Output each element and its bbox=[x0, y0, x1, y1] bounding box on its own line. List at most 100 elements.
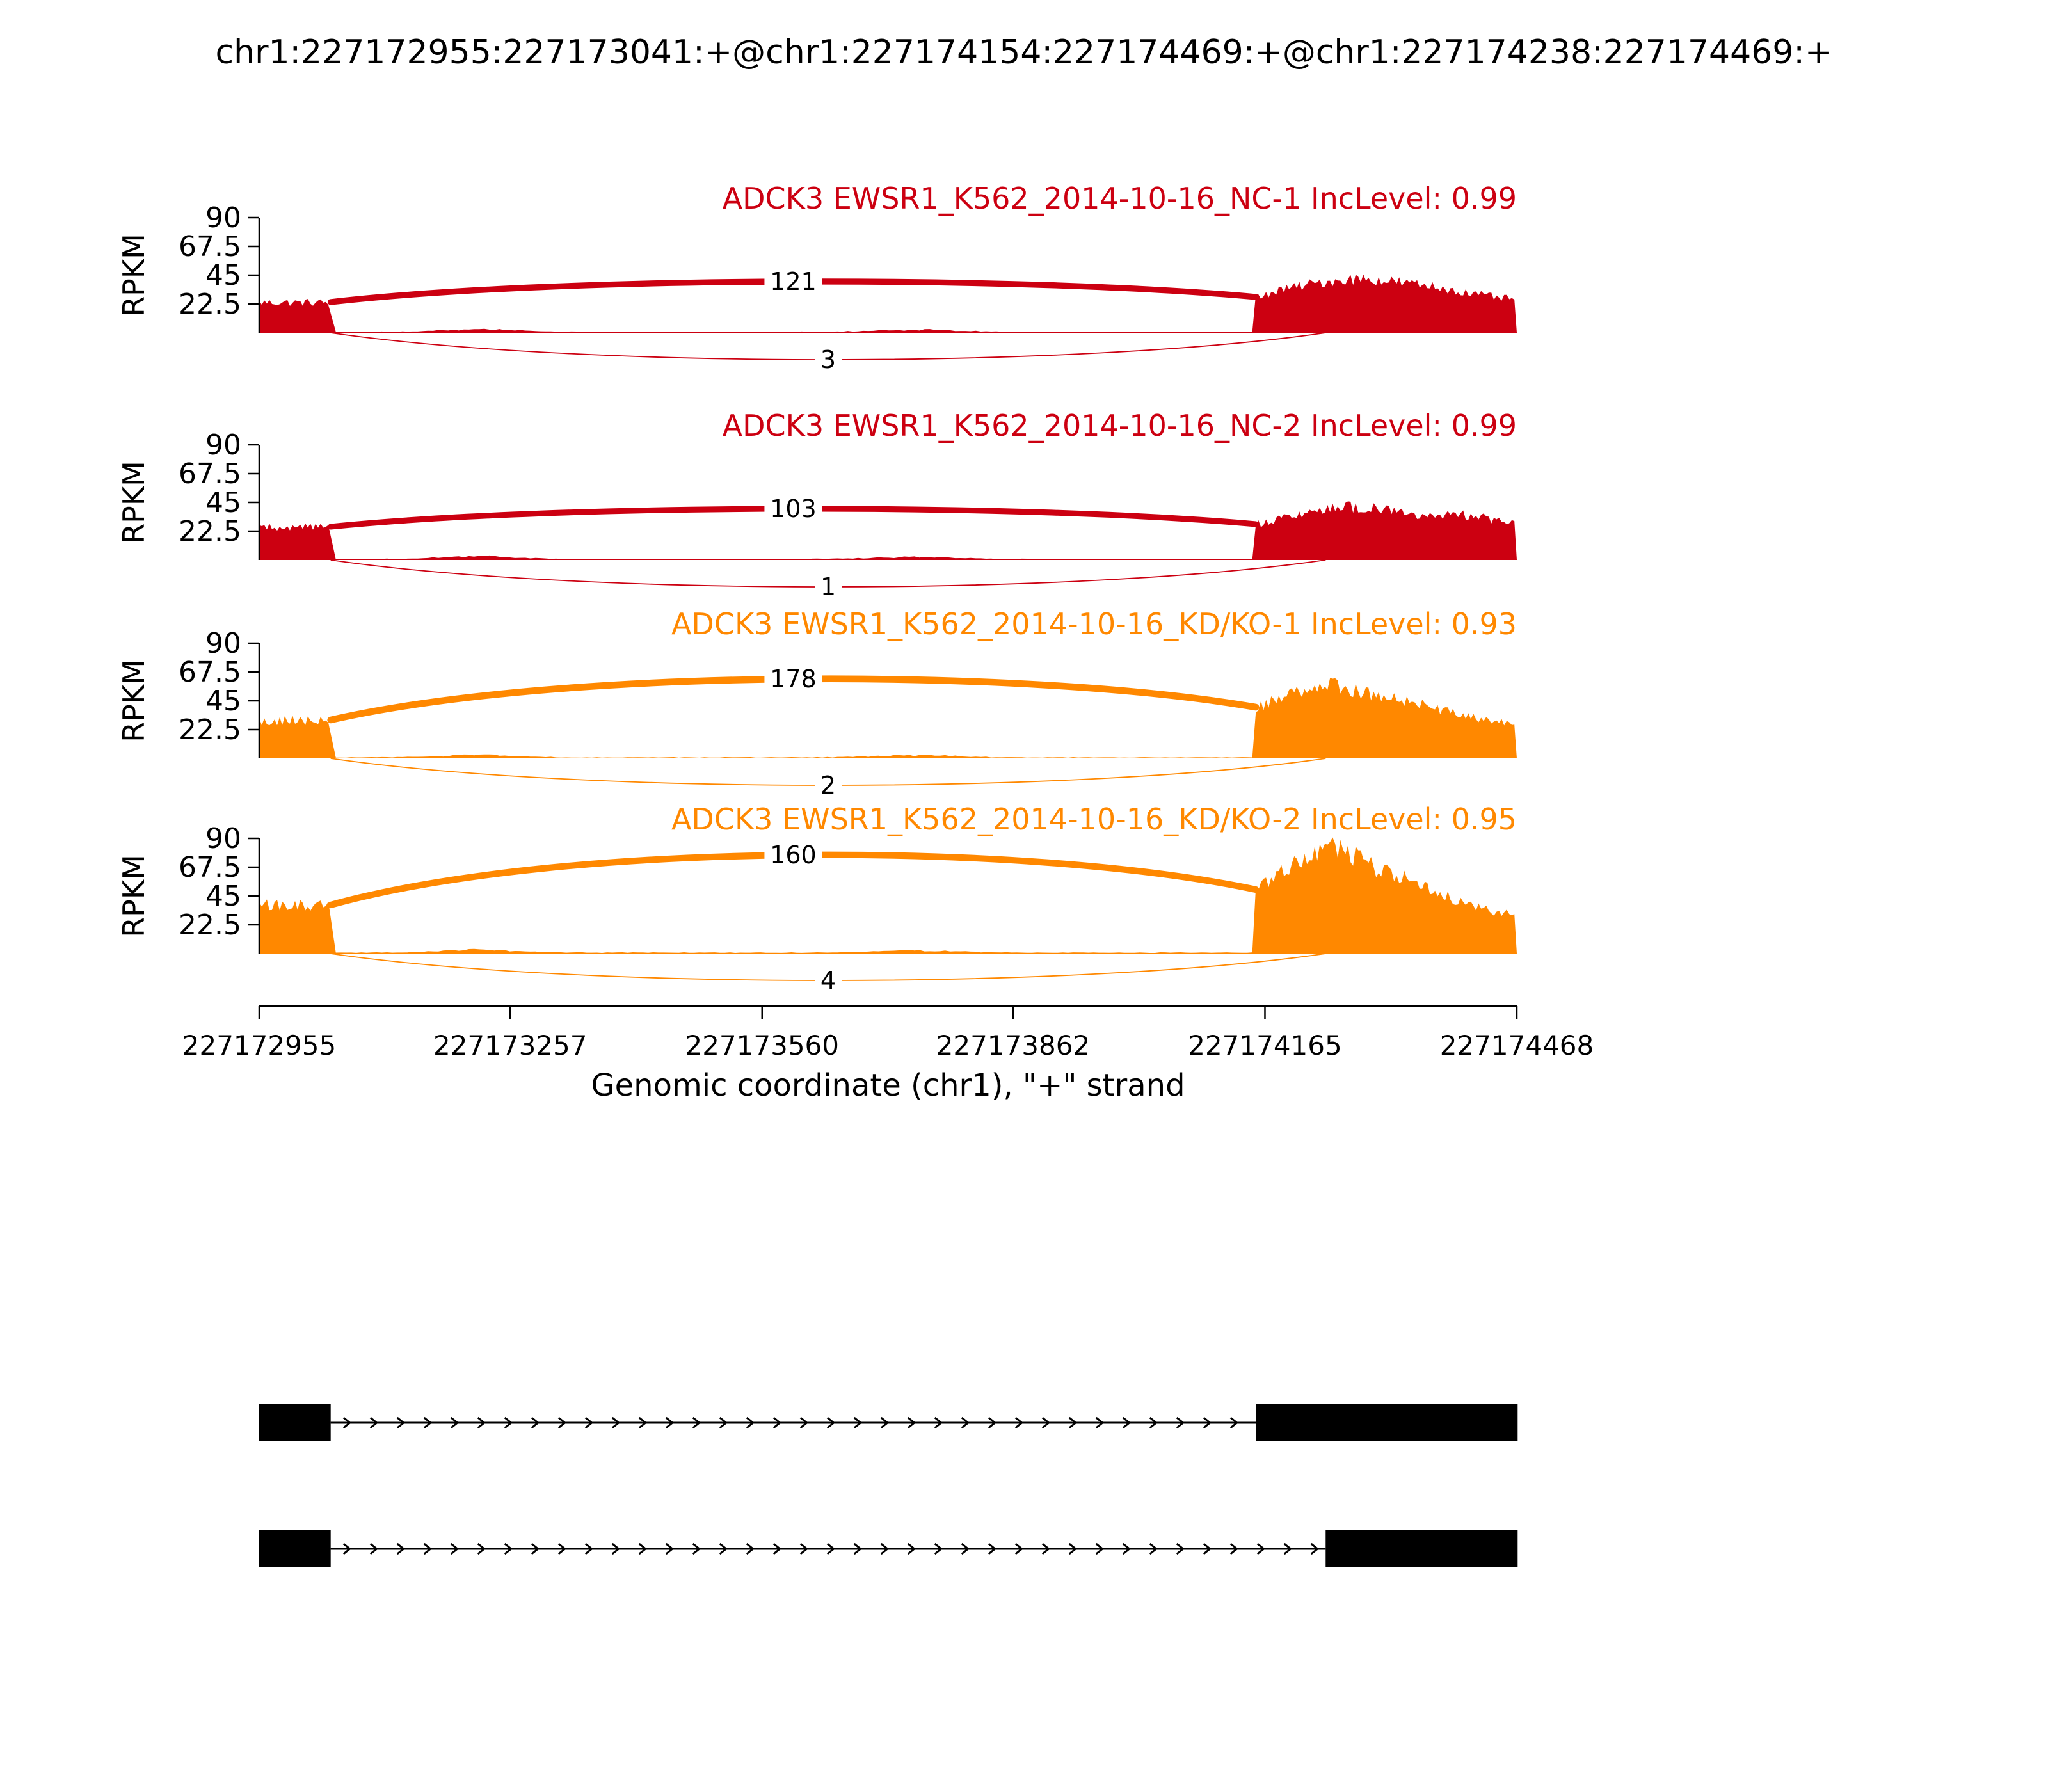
strand-arrow-icon bbox=[477, 1416, 486, 1429]
strand-arrow-icon bbox=[557, 1416, 567, 1429]
strand-arrow-icon bbox=[1014, 1416, 1024, 1429]
x-tick-label: 227173257 bbox=[433, 1030, 588, 1061]
exon-box bbox=[259, 1404, 331, 1441]
strand-arrow-icon bbox=[665, 1542, 675, 1555]
y-axis-title: RPKM bbox=[116, 854, 151, 938]
strand-arrow-icon bbox=[1149, 1416, 1158, 1429]
coverage-track bbox=[259, 274, 1517, 333]
x-axis: 227172955 227173257 227173560 227173862 2271… bbox=[182, 1005, 1594, 1061]
inclusion-junction-count: 160 bbox=[770, 841, 817, 869]
strand-arrow-icon bbox=[342, 1416, 352, 1429]
exon-box bbox=[259, 1530, 331, 1567]
strand-arrow-icon bbox=[988, 1542, 997, 1555]
inclusion-junction-count: 178 bbox=[770, 665, 817, 693]
strand-arrow-icon bbox=[611, 1542, 621, 1555]
strand-arrow-icon bbox=[826, 1416, 836, 1429]
x-tick-label: 227173862 bbox=[936, 1030, 1091, 1061]
y-tick-label: 90 bbox=[205, 627, 241, 660]
strand-arrow-icon bbox=[746, 1416, 755, 1429]
y-tick-label: 22.5 bbox=[179, 909, 241, 941]
coverage-track bbox=[259, 501, 1517, 560]
strand-arrow-icon bbox=[504, 1416, 513, 1429]
y-tick-label: 22.5 bbox=[179, 714, 241, 746]
y-tick-label: 90 bbox=[205, 822, 241, 855]
y-tick-label: 67.5 bbox=[179, 656, 241, 689]
coverage-track bbox=[259, 837, 1517, 954]
strand-arrow-icon bbox=[1229, 1416, 1239, 1429]
strand-arrow-icon bbox=[396, 1542, 406, 1555]
strand-arrow-icon bbox=[799, 1542, 809, 1555]
junction-label-bg bbox=[814, 771, 842, 800]
junction-label-bg bbox=[764, 664, 822, 694]
y-tick-label: 45 bbox=[205, 880, 241, 913]
y-axis-title: RPKM bbox=[116, 461, 151, 544]
strand-arrow-icon bbox=[1149, 1542, 1158, 1555]
track-title: ADCK3 EWSR1_K562_2014-10-16_KD/KO-1 IncL… bbox=[671, 607, 1517, 641]
strand-arrow-icon bbox=[584, 1416, 594, 1429]
y-tick-label: 67.5 bbox=[179, 230, 241, 263]
strand-arrow-icon bbox=[423, 1542, 433, 1555]
strand-arrow-icon bbox=[531, 1416, 540, 1429]
junction-label-bg bbox=[764, 267, 822, 296]
junction-label-bg bbox=[764, 494, 822, 524]
strand-arrow-icon bbox=[450, 1542, 460, 1555]
y-tick-label: 22.5 bbox=[179, 288, 241, 321]
strand-arrow-icon bbox=[1203, 1416, 1212, 1429]
strand-arrow-icon bbox=[477, 1542, 486, 1555]
strand-arrow-icon bbox=[423, 1416, 433, 1429]
y-tick-label: 67.5 bbox=[179, 458, 241, 490]
junction-label-bg bbox=[764, 840, 822, 870]
strand-arrow-icon bbox=[396, 1416, 406, 1429]
strand-arrow-icon bbox=[1014, 1542, 1024, 1555]
strand-arrow-icon bbox=[934, 1542, 943, 1555]
strand-arrow-icon bbox=[799, 1416, 809, 1429]
inclusion-junction-count: 121 bbox=[770, 268, 817, 296]
y-axis-title: RPKM bbox=[116, 659, 151, 742]
strand-arrow-icon bbox=[1229, 1542, 1239, 1555]
strand-arrow-icon bbox=[692, 1542, 701, 1555]
strand-arrow-icon bbox=[907, 1416, 916, 1429]
track-title: ADCK3 EWSR1_K562_2014-10-16_NC-1 IncLeve… bbox=[723, 181, 1517, 216]
strand-arrow-icon bbox=[692, 1416, 701, 1429]
y-tick-label: 90 bbox=[205, 202, 241, 234]
junction-label-bg bbox=[814, 345, 842, 374]
x-axis-title: Genomic coordinate (chr1), "+" strand bbox=[591, 1068, 1185, 1103]
x-tick-label: 227174468 bbox=[1440, 1030, 1594, 1061]
strand-arrow-icon bbox=[584, 1542, 594, 1555]
strand-arrow-icon bbox=[907, 1542, 916, 1555]
strand-arrow-icon bbox=[1068, 1416, 1078, 1429]
strand-arrow-icon bbox=[557, 1542, 567, 1555]
coverage-track bbox=[259, 678, 1517, 758]
exon-box bbox=[1325, 1530, 1518, 1567]
strand-arrow-icon bbox=[1068, 1542, 1078, 1555]
y-tick-label: 45 bbox=[205, 685, 241, 717]
strand-arrow-icon bbox=[719, 1542, 728, 1555]
strand-arrow-icon bbox=[880, 1542, 890, 1555]
y-tick-label: 45 bbox=[205, 259, 241, 292]
x-tick-label: 227173560 bbox=[685, 1030, 839, 1061]
strand-arrow-icon bbox=[1203, 1542, 1212, 1555]
strand-arrow-icon bbox=[369, 1542, 379, 1555]
track-title: ADCK3 EWSR1_K562_2014-10-16_KD/KO-2 IncL… bbox=[671, 802, 1517, 836]
skip-junction-count: 3 bbox=[820, 346, 836, 374]
strand-arrow-icon bbox=[1310, 1542, 1320, 1555]
strand-arrow-icon bbox=[853, 1542, 863, 1555]
exon-box bbox=[1256, 1404, 1518, 1441]
strand-arrow-icon bbox=[1041, 1416, 1051, 1429]
junction-label-bg bbox=[814, 966, 842, 995]
skip-junction-count: 1 bbox=[820, 573, 836, 601]
y-tick-label: 45 bbox=[205, 486, 241, 519]
isoform-2 bbox=[259, 1530, 1518, 1567]
strand-arrow-icon bbox=[988, 1416, 997, 1429]
x-tick-label: 227174165 bbox=[1188, 1030, 1342, 1061]
strand-arrow-icon bbox=[961, 1542, 970, 1555]
skip-junction-count: 2 bbox=[820, 771, 836, 799]
strand-arrow-icon bbox=[369, 1416, 379, 1429]
strand-arrow-icon bbox=[826, 1542, 836, 1555]
